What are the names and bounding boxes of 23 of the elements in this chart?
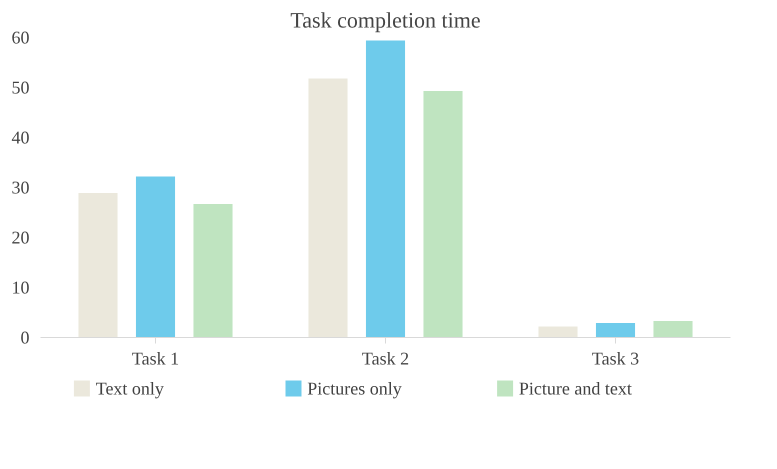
bar	[423, 91, 463, 338]
bar	[366, 40, 406, 338]
bar	[596, 323, 636, 338]
y-tick-label: 40	[12, 128, 30, 148]
x-tick-label: Task 3	[592, 348, 640, 368]
x-tick-label: Task 2	[362, 348, 410, 368]
y-tick-label: 0	[20, 328, 30, 348]
legend-label: Pictures only	[307, 378, 402, 398]
y-tick-label: 60	[12, 28, 30, 48]
bar	[78, 193, 118, 338]
legend-label: Picture and text	[518, 378, 632, 398]
x-tick-label: Task 1	[132, 348, 180, 368]
y-tick-label: 30	[12, 178, 30, 198]
bar	[308, 78, 348, 338]
y-tick-label: 50	[12, 78, 30, 98]
y-tick-label: 20	[12, 228, 30, 248]
bar	[653, 321, 693, 338]
y-tick-label: 10	[12, 278, 30, 298]
legend-label: Text only	[96, 378, 164, 398]
bar	[538, 326, 578, 338]
bar	[136, 176, 176, 338]
chart-title: Task completion time	[290, 8, 481, 32]
bar	[193, 204, 233, 338]
